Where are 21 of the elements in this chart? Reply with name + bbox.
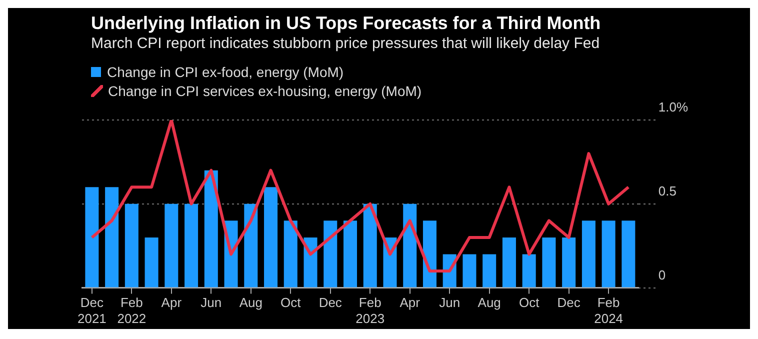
chart-title: Underlying Inflation in US Tops Forecasts for a Third Month — [91, 12, 602, 34]
y-tick-label: 1.0% — [658, 100, 688, 115]
x-tick-label: Oct — [280, 295, 302, 310]
x-tick-label: Aug — [239, 295, 262, 310]
x-tick-label: Feb 2023 — [356, 295, 385, 326]
y-tick-label: 0.5 — [658, 183, 676, 198]
x-tick-label: Jun — [200, 295, 222, 310]
legend-label: Change in CPI ex-food, energy (MoM) — [107, 64, 344, 80]
x-tick-label: Dec — [318, 295, 342, 310]
x-tick-label: Jun — [439, 295, 460, 310]
x-tick-label: Feb 2024 — [594, 295, 624, 326]
x-tick-label: Apr — [161, 295, 182, 310]
x-tick-label: Dec — [557, 295, 581, 310]
chart-subtitle: March CPI report indicates stubborn price pressures that will likely delay Fed — [91, 34, 601, 54]
x-tick-label: Oct — [518, 295, 540, 310]
x-tick-label: Aug — [478, 295, 501, 310]
legend-label: Change in CPI services ex-housing, energy (MoM) — [108, 82, 422, 98]
x-tick-label: Dec 2021 — [77, 295, 106, 326]
x-tick-label: Apr — [400, 295, 421, 310]
y-tick-label: 0 — [658, 267, 666, 282]
x-tick-label: Feb 2022 — [117, 295, 146, 326]
